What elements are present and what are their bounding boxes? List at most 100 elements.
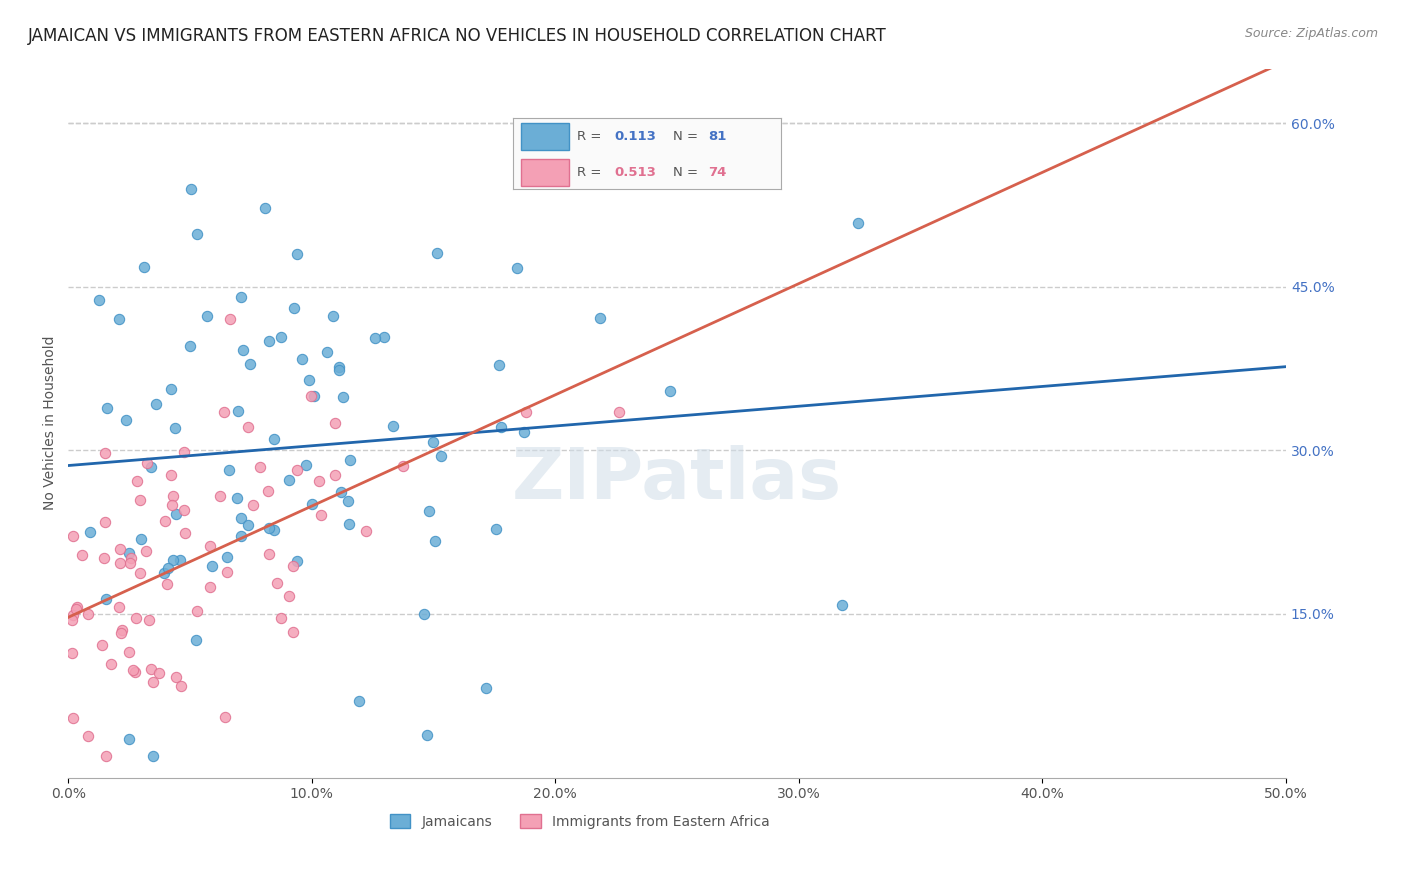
- Immigrants from Eastern Africa: [141, 662, 163, 676]
- Immigrants from Eastern Africa: [323, 416, 346, 430]
- Immigrants from Eastern Africa: [120, 556, 142, 570]
- Jamaicans: [413, 607, 436, 621]
- Immigrants from Eastern Africa: [94, 446, 117, 460]
- Jamaicans: [163, 421, 186, 435]
- Immigrants from Eastern Africa: [249, 459, 271, 474]
- Immigrants from Eastern Africa: [257, 547, 280, 561]
- Jamaicans: [831, 598, 853, 612]
- Jamaicans: [160, 383, 183, 397]
- Immigrants from Eastern Africa: [218, 312, 240, 326]
- Immigrants from Eastern Africa: [66, 600, 89, 615]
- Jamaicans: [215, 550, 238, 565]
- Immigrants from Eastern Africa: [309, 508, 332, 522]
- Jamaicans: [513, 425, 536, 439]
- Jamaicans: [659, 384, 682, 398]
- Jamaicans: [364, 331, 387, 345]
- Jamaicans: [79, 524, 101, 539]
- Text: ZIPatlas: ZIPatlas: [512, 445, 842, 515]
- Jamaicans: [114, 413, 136, 427]
- Jamaicans: [263, 523, 285, 537]
- Jamaicans: [381, 419, 404, 434]
- Jamaicans: [180, 181, 202, 195]
- Jamaicans: [142, 748, 165, 763]
- Immigrants from Eastern Africa: [129, 566, 152, 580]
- Immigrants from Eastern Africa: [214, 709, 236, 723]
- Immigrants from Eastern Africa: [120, 551, 142, 566]
- Jamaicans: [195, 309, 218, 323]
- Immigrants from Eastern Africa: [148, 666, 170, 681]
- Immigrants from Eastern Africa: [283, 624, 305, 639]
- Immigrants from Eastern Africa: [121, 663, 143, 677]
- Immigrants from Eastern Africa: [198, 540, 221, 554]
- Immigrants from Eastern Africa: [62, 529, 84, 543]
- Immigrants from Eastern Africa: [107, 600, 129, 615]
- Immigrants from Eastern Africa: [515, 405, 537, 419]
- Jamaicans: [201, 558, 224, 573]
- Jamaicans: [153, 566, 176, 580]
- Jamaicans: [506, 260, 529, 275]
- Immigrants from Eastern Africa: [70, 548, 93, 562]
- Jamaicans: [231, 511, 253, 525]
- Jamaicans: [257, 521, 280, 535]
- Immigrants from Eastern Africa: [110, 626, 132, 640]
- Immigrants from Eastern Africa: [60, 613, 83, 627]
- Jamaicans: [339, 452, 361, 467]
- Immigrants from Eastern Africa: [93, 551, 115, 566]
- Jamaicans: [330, 485, 353, 500]
- Immigrants from Eastern Africa: [62, 711, 84, 725]
- Jamaicans: [283, 301, 305, 315]
- Jamaicans: [169, 553, 191, 567]
- Text: JAMAICAN VS IMMIGRANTS FROM EASTERN AFRICA NO VEHICLES IN HOUSEHOLD CORRELATION : JAMAICAN VS IMMIGRANTS FROM EASTERN AFRI…: [28, 27, 887, 45]
- Immigrants from Eastern Africa: [77, 607, 100, 622]
- Jamaicans: [141, 460, 163, 475]
- Jamaicans: [430, 450, 453, 464]
- Jamaicans: [328, 359, 350, 374]
- Legend: Jamaicans, Immigrants from Eastern Africa: Jamaicans, Immigrants from Eastern Afric…: [384, 808, 775, 834]
- Jamaicans: [425, 534, 447, 549]
- Jamaicans: [285, 246, 308, 260]
- Jamaicans: [186, 227, 208, 242]
- Jamaicans: [239, 358, 262, 372]
- Immigrants from Eastern Africa: [138, 613, 160, 627]
- Jamaicans: [270, 330, 292, 344]
- Immigrants from Eastern Africa: [217, 565, 239, 579]
- Immigrants from Eastern Africa: [91, 638, 114, 652]
- Jamaicans: [236, 517, 259, 532]
- Jamaicans: [846, 215, 869, 229]
- Immigrants from Eastern Africa: [257, 484, 280, 499]
- Immigrants from Eastern Africa: [266, 576, 288, 591]
- Jamaicans: [315, 345, 337, 359]
- Immigrants from Eastern Africa: [270, 611, 292, 625]
- Jamaicans: [349, 694, 371, 708]
- Immigrants from Eastern Africa: [111, 623, 134, 637]
- Jamaicans: [132, 260, 155, 274]
- Jamaicans: [337, 516, 360, 531]
- Immigrants from Eastern Africa: [281, 558, 304, 573]
- Jamaicans: [373, 329, 395, 343]
- Jamaicans: [322, 309, 344, 323]
- Jamaicans: [328, 362, 350, 376]
- Immigrants from Eastern Africa: [209, 489, 232, 503]
- Immigrants from Eastern Africa: [100, 657, 122, 671]
- Jamaicans: [475, 681, 498, 695]
- Immigrants from Eastern Africa: [135, 544, 157, 558]
- Jamaicans: [179, 339, 201, 353]
- Jamaicans: [488, 358, 510, 372]
- Jamaicans: [422, 435, 444, 450]
- Immigrants from Eastern Africa: [242, 498, 264, 512]
- Jamaicans: [118, 732, 141, 747]
- Jamaicans: [225, 491, 247, 505]
- Immigrants from Eastern Africa: [118, 645, 141, 659]
- Immigrants from Eastern Africa: [94, 515, 117, 529]
- Immigrants from Eastern Africa: [110, 542, 132, 557]
- Jamaicans: [232, 343, 254, 357]
- Jamaicans: [226, 404, 249, 418]
- Immigrants from Eastern Africa: [60, 646, 83, 660]
- Immigrants from Eastern Africa: [323, 467, 346, 482]
- Jamaicans: [259, 334, 281, 348]
- Jamaicans: [418, 503, 440, 517]
- Jamaicans: [485, 522, 508, 536]
- Jamaicans: [301, 497, 323, 511]
- Jamaicans: [302, 389, 325, 403]
- Jamaicans: [231, 290, 253, 304]
